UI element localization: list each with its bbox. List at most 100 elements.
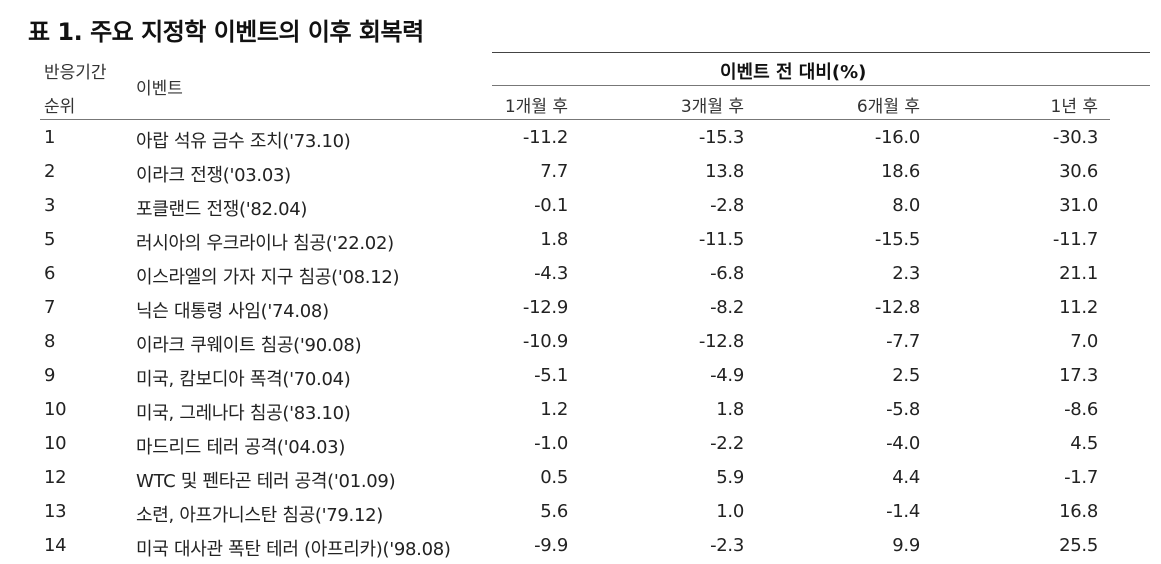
rank-cell: 3 bbox=[44, 195, 56, 216]
event-cell: 미국 대사관 폭탄 테러 (아프리카)('98.08) bbox=[136, 539, 451, 560]
value-1y-cell: 11.2 bbox=[1059, 297, 1098, 318]
value-3m-cell: -6.8 bbox=[710, 263, 744, 284]
value-1y-cell: 25.5 bbox=[1059, 535, 1098, 556]
event-cell: 이스라엘의 가자 지구 침공('08.12) bbox=[136, 267, 400, 288]
value-1m-cell: -5.1 bbox=[534, 365, 568, 386]
event-cell: 닉슨 대통령 사임('74.08) bbox=[136, 301, 329, 322]
rank-cell: 6 bbox=[44, 263, 56, 284]
value-1y-cell: 31.0 bbox=[1059, 195, 1098, 216]
value-6m-cell: 2.5 bbox=[892, 365, 920, 386]
value-1y-cell: 30.6 bbox=[1059, 161, 1098, 182]
value-1m-cell: -1.0 bbox=[534, 433, 568, 454]
event-cell: WTC 및 펜타곤 테러 공격('01.09) bbox=[136, 471, 396, 492]
value-1m-cell: -11.2 bbox=[522, 127, 568, 148]
table-row: 10 마드리드 테러 공격('04.03) -1.0 -2.2 -4.0 4.5 bbox=[40, 428, 1110, 462]
table-row: 1 아랍 석유 금수 조치('73.10) -11.2 -15.3 -16.0 … bbox=[40, 122, 1110, 156]
value-1y-cell: 21.1 bbox=[1059, 263, 1098, 284]
value-1y-cell: 16.8 bbox=[1059, 501, 1098, 522]
table-row: 12 WTC 및 펜타곤 테러 공격('01.09) 0.5 5.9 4.4 -… bbox=[40, 462, 1110, 496]
value-1y-cell: -8.6 bbox=[1064, 399, 1098, 420]
table-row: 5 러시아의 우크라이나 침공('22.02) 1.8 -11.5 -15.5 … bbox=[40, 224, 1110, 258]
table-row: 9 미국, 캄보디아 폭격('70.04) -5.1 -4.9 2.5 17.3 bbox=[40, 360, 1110, 394]
rank-cell: 9 bbox=[44, 365, 56, 386]
value-3m-cell: -8.2 bbox=[710, 297, 744, 318]
value-3m-cell: 1.0 bbox=[716, 501, 744, 522]
event-cell: 이라크 전쟁('03.03) bbox=[136, 165, 291, 186]
table-row: 6 이스라엘의 가자 지구 침공('08.12) -4.3 -6.8 2.3 2… bbox=[40, 258, 1110, 292]
value-3m-cell: 1.8 bbox=[716, 399, 744, 420]
table-row: 2 이라크 전쟁('03.03) 7.7 13.8 18.6 30.6 bbox=[40, 156, 1110, 190]
value-3m-cell: 13.8 bbox=[705, 161, 744, 182]
rank-cell: 1 bbox=[44, 127, 56, 148]
value-3m-cell: -2.8 bbox=[710, 195, 744, 216]
value-6m-cell: 8.0 bbox=[892, 195, 920, 216]
rank-cell: 10 bbox=[44, 433, 67, 454]
event-cell: 미국, 캄보디아 폭격('70.04) bbox=[136, 369, 351, 390]
column-header-1y: 1년 후 bbox=[1050, 97, 1099, 117]
column-header-1m: 1개월 후 bbox=[504, 97, 568, 117]
value-6m-cell: -5.8 bbox=[886, 399, 920, 420]
value-6m-cell: -7.7 bbox=[886, 331, 920, 352]
column-header-6m: 6개월 후 bbox=[856, 97, 920, 117]
value-6m-cell: -1.4 bbox=[886, 501, 920, 522]
event-cell: 러시아의 우크라이나 침공('22.02) bbox=[136, 233, 394, 254]
rank-cell: 13 bbox=[44, 501, 67, 522]
value-1y-cell: 4.5 bbox=[1070, 433, 1098, 454]
value-3m-cell: -4.9 bbox=[710, 365, 744, 386]
event-cell: 미국, 그레나다 침공('83.10) bbox=[136, 403, 351, 424]
rank-header-line2: 순위 bbox=[44, 97, 76, 117]
table-row: 14 미국 대사관 폭탄 테러 (아프리카)('98.08) -9.9 -2.3… bbox=[40, 530, 1110, 564]
value-6m-cell: -4.0 bbox=[886, 433, 920, 454]
value-1m-cell: 0.5 bbox=[540, 467, 568, 488]
rank-cell: 12 bbox=[44, 467, 67, 488]
value-6m-cell: -16.0 bbox=[874, 127, 920, 148]
rank-cell: 10 bbox=[44, 399, 67, 420]
rank-header-line1: 반응기간 bbox=[44, 63, 107, 83]
event-cell: 마드리드 테러 공격('04.03) bbox=[136, 437, 346, 458]
event-cell: 소련, 아프가니스탄 침공('79.12) bbox=[136, 505, 383, 526]
table-row: 3 포클랜드 전쟁('82.04) -0.1 -2.8 8.0 31.0 bbox=[40, 190, 1110, 224]
header-mid-rule bbox=[492, 85, 1150, 86]
value-1m-cell: -0.1 bbox=[534, 195, 568, 216]
rank-cell: 8 bbox=[44, 331, 56, 352]
value-3m-cell: -2.3 bbox=[710, 535, 744, 556]
value-1m-cell: 5.6 bbox=[540, 501, 568, 522]
value-1y-cell: -30.3 bbox=[1052, 127, 1098, 148]
header-top-rule bbox=[492, 52, 1150, 53]
value-1m-cell: -9.9 bbox=[534, 535, 568, 556]
rank-cell: 5 bbox=[44, 229, 56, 250]
rank-cell: 2 bbox=[44, 161, 56, 182]
value-1m-cell: 1.2 bbox=[540, 399, 568, 420]
event-cell: 아랍 석유 금수 조치('73.10) bbox=[136, 131, 351, 152]
event-cell: 포클랜드 전쟁('82.04) bbox=[136, 199, 308, 220]
table-row: 7 닉슨 대통령 사임('74.08) -12.9 -8.2 -12.8 11.… bbox=[40, 292, 1110, 326]
value-3m-cell: 5.9 bbox=[716, 467, 744, 488]
rank-cell: 7 bbox=[44, 297, 56, 318]
table-row: 10 미국, 그레나다 침공('83.10) 1.2 1.8 -5.8 -8.6 bbox=[40, 394, 1110, 428]
value-3m-cell: -15.3 bbox=[698, 127, 744, 148]
value-1y-cell: -11.7 bbox=[1052, 229, 1098, 250]
value-6m-cell: 18.6 bbox=[881, 161, 920, 182]
value-6m-cell: 2.3 bbox=[892, 263, 920, 284]
rank-cell: 14 bbox=[44, 535, 67, 556]
value-6m-cell: 4.4 bbox=[892, 467, 920, 488]
value-3m-cell: -12.8 bbox=[698, 331, 744, 352]
value-6m-cell: -15.5 bbox=[874, 229, 920, 250]
table-body: 1 아랍 석유 금수 조치('73.10) -11.2 -15.3 -16.0 … bbox=[40, 122, 1110, 564]
value-3m-cell: -11.5 bbox=[698, 229, 744, 250]
value-1y-cell: -1.7 bbox=[1064, 467, 1098, 488]
value-1m-cell: 7.7 bbox=[540, 161, 568, 182]
value-6m-cell: -12.8 bbox=[874, 297, 920, 318]
value-3m-cell: -2.2 bbox=[710, 433, 744, 454]
value-1y-cell: 17.3 bbox=[1059, 365, 1098, 386]
table-row: 8 이라크 쿠웨이트 침공('90.08) -10.9 -12.8 -7.7 7… bbox=[40, 326, 1110, 360]
value-1y-cell: 7.0 bbox=[1070, 331, 1098, 352]
value-1m-cell: 1.8 bbox=[540, 229, 568, 250]
value-1m-cell: -12.9 bbox=[522, 297, 568, 318]
column-header-3m: 3개월 후 bbox=[680, 97, 744, 117]
value-6m-cell: 9.9 bbox=[892, 535, 920, 556]
event-cell: 이라크 쿠웨이트 침공('90.08) bbox=[136, 335, 362, 356]
table-row: 13 소련, 아프가니스탄 침공('79.12) 5.6 1.0 -1.4 16… bbox=[40, 496, 1110, 530]
event-header: 이벤트 bbox=[136, 79, 183, 99]
value-1m-cell: -10.9 bbox=[522, 331, 568, 352]
